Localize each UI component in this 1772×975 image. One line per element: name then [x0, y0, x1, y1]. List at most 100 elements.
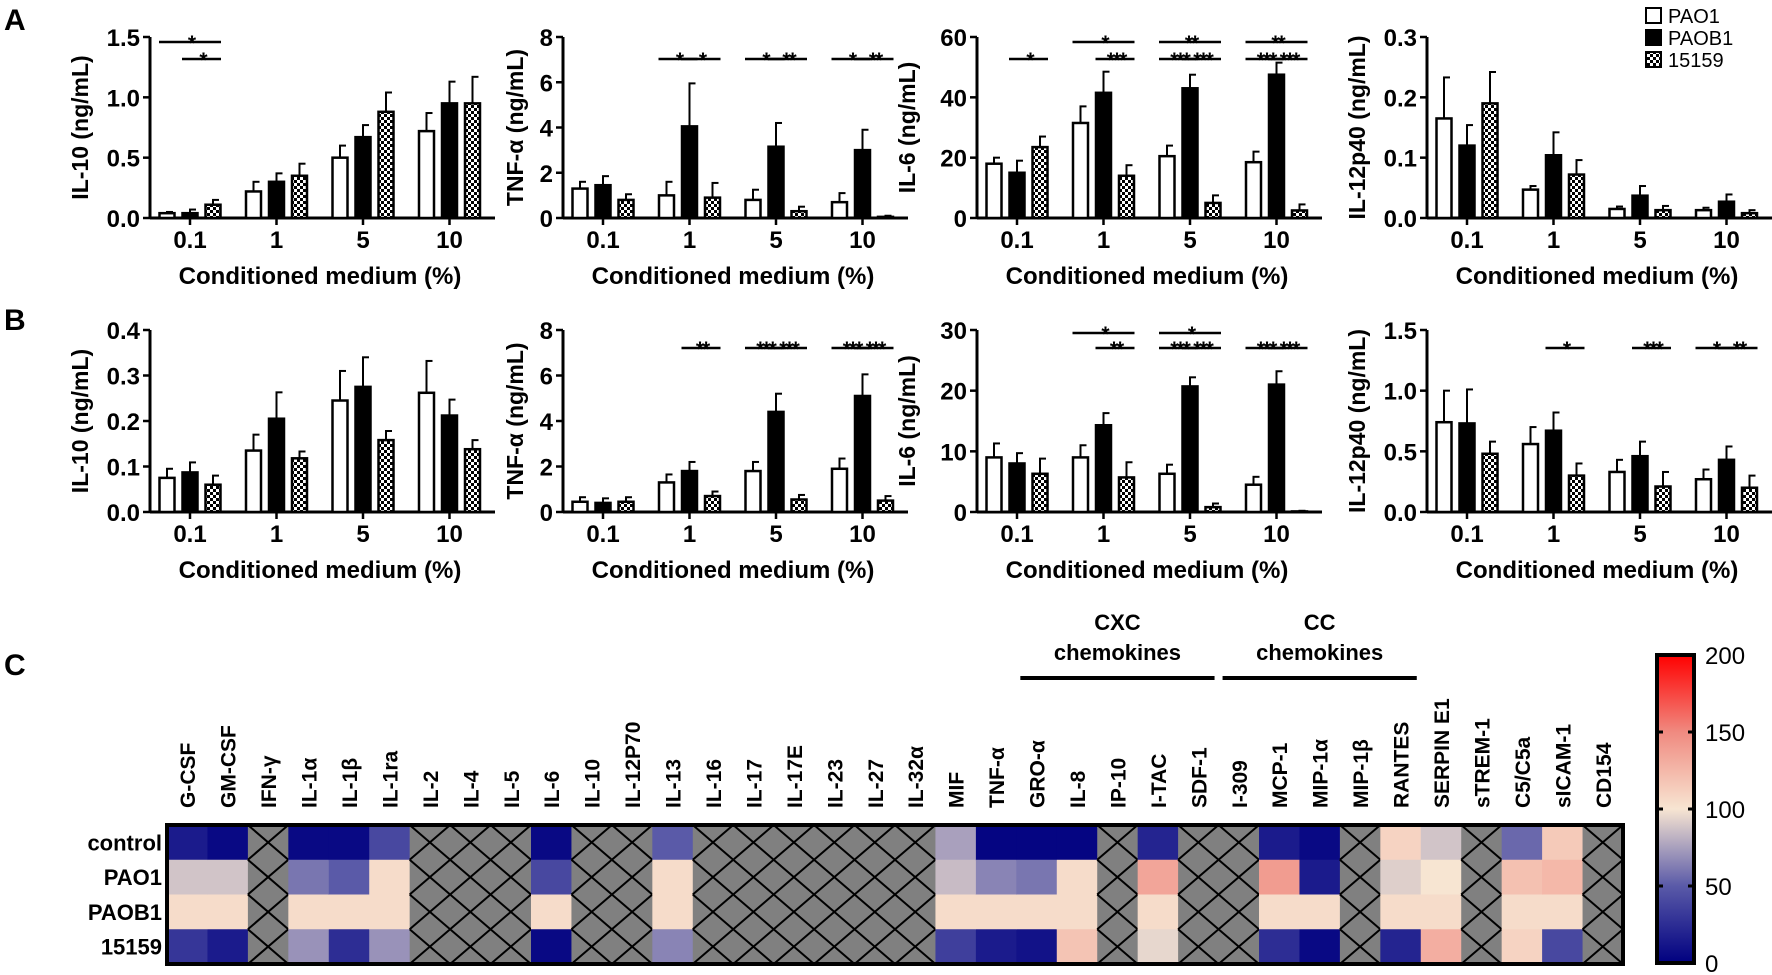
heatmap-border — [165, 823, 1625, 966]
bar-PAO1 — [158, 476, 176, 514]
bar-PAO1 — [744, 469, 762, 514]
heatmap-cell — [935, 929, 977, 965]
bar-15159 — [1567, 474, 1586, 514]
heatmap-cell — [531, 859, 572, 895]
bar-15159 — [617, 500, 635, 514]
y-tick-label: 6 — [540, 70, 553, 97]
x-tick-label: 0.1 — [1000, 521, 1033, 548]
heatmap-cell — [207, 894, 249, 930]
x-tick-label: 1 — [683, 521, 696, 548]
y-tick-label: 0 — [954, 206, 967, 233]
significance-label: *** — [1107, 49, 1128, 72]
bar-PAOB1 — [1267, 73, 1286, 220]
x-tick-label: 10 — [1713, 227, 1740, 254]
missing-cross-icon — [570, 893, 613, 931]
significance-label: ** — [1110, 338, 1125, 361]
significance-label: * — [188, 32, 197, 55]
bar-PAOB1 — [1008, 171, 1026, 220]
y-tick-label: 20 — [940, 379, 967, 406]
heatmap-cell — [1137, 894, 1179, 930]
missing-cross-icon — [732, 928, 775, 965]
heatmap-cell — [167, 894, 208, 930]
missing-cross-icon — [611, 928, 653, 965]
heatmap-cell — [288, 859, 330, 895]
bar-15159 — [463, 102, 482, 220]
y-tick-label: 60 — [940, 25, 967, 52]
x-tick-label: 5 — [356, 521, 369, 548]
heatmap-column-label: MIP-1α — [1310, 739, 1333, 808]
bar-PAOB1 — [594, 501, 612, 514]
bar-PAOB1 — [1008, 462, 1026, 514]
heatmap-cell — [935, 894, 977, 930]
heatmap-column-label: C5/C5a — [1512, 736, 1535, 808]
x-tick-label: 10 — [849, 521, 876, 548]
heatmap-cell — [1259, 825, 1300, 861]
legend-swatch-PAOB1 — [1645, 29, 1662, 46]
missing-cross-icon — [489, 928, 532, 965]
heatmap-cell — [288, 929, 330, 965]
significance-label: *** — [1170, 338, 1191, 361]
bar-PAO1 — [985, 456, 1003, 514]
significance-label: ** — [1733, 338, 1748, 361]
heatmap-column-label: MCP-1 — [1269, 742, 1292, 808]
heatmap-row-label: PAO1 — [104, 865, 162, 890]
bar-chart-b-4: 0.0 0.5 1.0 1.5 IL-12p40 (ng/mL) 0.1 1 5 10 Condi… — [1344, 318, 1772, 584]
heatmap-cell — [1299, 894, 1341, 930]
missing-cross-icon — [570, 928, 613, 965]
y-tick-label: 0 — [540, 206, 553, 233]
x-tick-label: 10 — [436, 227, 463, 254]
chemokine-group-label: chemokines — [1256, 640, 1383, 665]
bar-PAO1 — [1521, 188, 1540, 220]
heatmap-cell — [1299, 825, 1341, 861]
significance-label: *** — [1257, 338, 1278, 361]
missing-cross-icon — [813, 893, 856, 931]
heatmap-cell — [975, 859, 1017, 895]
y-tick-label: 1.0 — [107, 85, 140, 112]
significance-label: *** — [1193, 338, 1214, 361]
bar-PAO1 — [1071, 121, 1090, 220]
missing-cross-icon — [1460, 824, 1503, 861]
bar-PAOB1 — [181, 211, 199, 220]
y-tick-label: 0.1 — [1384, 146, 1417, 173]
heatmap-cell — [167, 929, 208, 965]
bar-PAO1 — [571, 500, 589, 514]
heatmap-column-label: IL-16 — [703, 759, 726, 808]
heatmap-cell — [975, 894, 1017, 930]
x-tick-label: 10 — [849, 227, 876, 254]
heatmap-cell — [1420, 859, 1462, 895]
x-tick-label: 5 — [769, 227, 782, 254]
y-tick-label: 40 — [940, 85, 967, 112]
heatmap-cell — [1501, 894, 1543, 930]
bar-15159 — [1204, 505, 1222, 514]
bar-PAOB1 — [354, 135, 372, 220]
heatmap-column-label: IL-1ra — [379, 750, 402, 808]
heatmap-column-label: IFN-γ — [258, 755, 281, 808]
missing-cross-icon — [611, 893, 653, 931]
heatmap-cell — [1056, 929, 1098, 965]
missing-cross-icon — [894, 824, 937, 861]
bar-15159 — [1567, 173, 1586, 220]
bar-PAOB1 — [594, 183, 612, 220]
missing-cross-icon — [1339, 928, 1381, 965]
missing-cross-icon — [1460, 928, 1503, 965]
bar-charts: 0.00.51.01.5IL-10 (ng/mL)0.1 1 5 10Conditio… — [67, 25, 1772, 584]
heatmap-cell — [975, 929, 1017, 965]
panel-label-c: C — [4, 649, 26, 682]
missing-cross-icon — [894, 893, 937, 931]
bar-15159 — [1290, 510, 1309, 514]
heatmap-cell — [288, 825, 330, 861]
bar-PAO1 — [331, 399, 349, 514]
y-tick-label: 0.2 — [107, 409, 140, 436]
heatmap-cell — [1259, 859, 1300, 895]
heatmap-cell — [369, 929, 411, 965]
missing-cross-icon — [1096, 928, 1139, 965]
significance-label: * — [1026, 49, 1035, 72]
heatmap-column-label: IL-5 — [501, 770, 524, 808]
legend-label: PAOB1 — [1668, 28, 1733, 50]
colorbar-tick-label: 0 — [1705, 951, 1718, 975]
y-tick-label: 0.5 — [107, 146, 140, 173]
heatmap-cell — [1016, 929, 1058, 965]
missing-cross-icon — [449, 824, 492, 861]
missing-cross-icon — [692, 824, 734, 861]
heatmap-row-label: PAOB1 — [88, 900, 162, 925]
